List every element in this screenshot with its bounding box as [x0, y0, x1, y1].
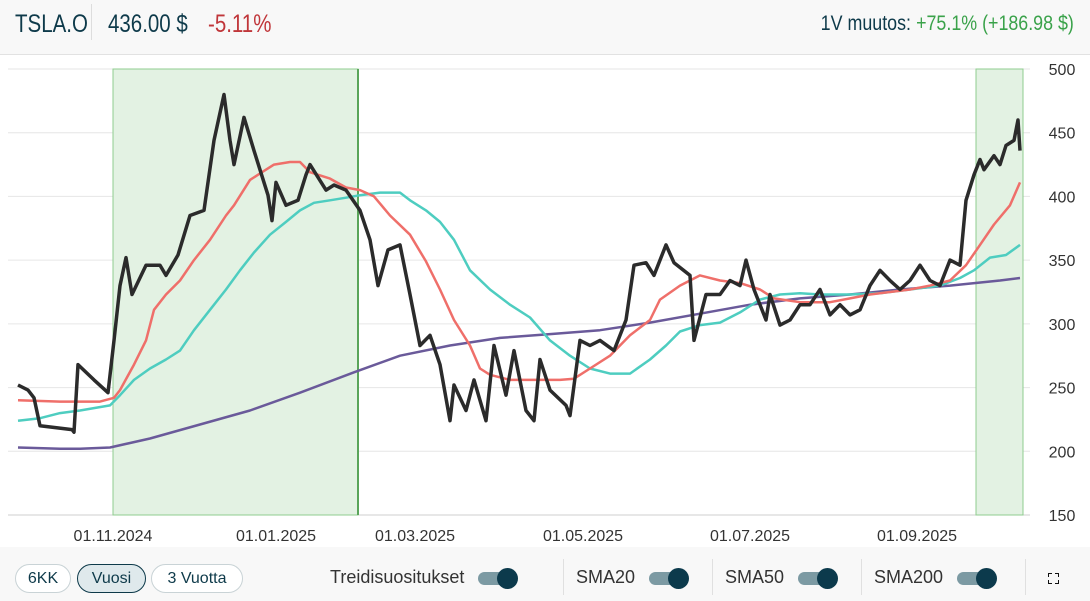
- toggle-switch[interactable]: [649, 567, 690, 589]
- expand-icon[interactable]: [1048, 573, 1059, 584]
- toggle-sma20[interactable]: SMA20: [576, 567, 690, 589]
- y-tick-label: 500: [1049, 62, 1076, 79]
- chart-controls: 6KK Vuosi 3 Vuotta Treidisuositukset SMA…: [0, 547, 1090, 601]
- range-6kk-button[interactable]: 6KK: [15, 564, 71, 593]
- toggle-treidisuositukset[interactable]: Treidisuositukset: [330, 567, 519, 589]
- price-change: -5.11%: [208, 10, 272, 38]
- series-line-tsla-o: [17, 92, 1022, 434]
- range-3-vuotta-button[interactable]: 3 Vuotta: [151, 564, 243, 593]
- divider: [1025, 559, 1026, 595]
- toggle-sma200[interactable]: SMA200: [874, 567, 998, 589]
- recommendation-period: [112, 68, 359, 516]
- price-chart[interactable]: 500 450 400 350 300 250 200 150 01.11.2024 01.01.…: [0, 0, 1090, 547]
- range-vuosi-button[interactable]: Vuosi: [77, 564, 146, 593]
- toggle-switch[interactable]: [478, 567, 519, 589]
- toggle-sma50[interactable]: SMA50: [725, 567, 839, 589]
- year-change-value: +75.1% (+186.98 $): [916, 12, 1074, 35]
- y-tick-label: 300: [1049, 317, 1076, 334]
- x-tick-label: 01.05.2025: [543, 528, 623, 545]
- year-change: 1V muutos: +75.1% (+186.98 $): [776, 12, 1074, 36]
- x-tick-label: 01.11.2024: [74, 528, 153, 545]
- current-price: 436.00 $: [108, 10, 188, 38]
- divider: [861, 559, 862, 595]
- toggle-switch[interactable]: [798, 567, 839, 589]
- header: TSLA.O 436.00 $ -5.11% 1V muutos: +75.1% …: [0, 0, 1090, 55]
- divider: [563, 559, 564, 595]
- y-tick-label: 200: [1049, 444, 1076, 461]
- y-tick-label: 450: [1049, 126, 1076, 143]
- y-tick-label: 150: [1049, 508, 1076, 525]
- y-tick-label: 400: [1049, 189, 1076, 206]
- toggle-switch[interactable]: [957, 567, 998, 589]
- x-tick-label: 01.01.2025: [236, 528, 316, 545]
- recommendation-period: [975, 68, 1024, 516]
- divider: [712, 559, 713, 595]
- x-tick-label: 01.03.2025: [375, 528, 455, 545]
- y-tick-label: 350: [1049, 253, 1076, 270]
- y-tick-label: 250: [1049, 381, 1076, 398]
- series-line-sma20: [17, 160, 1022, 403]
- ticker-symbol: TSLA.O: [15, 10, 88, 38]
- year-change-label: 1V muutos:: [820, 12, 912, 35]
- x-tick-label: 01.09.2025: [877, 528, 957, 545]
- x-tick-label: 01.07.2025: [710, 528, 790, 545]
- divider: [91, 4, 92, 40]
